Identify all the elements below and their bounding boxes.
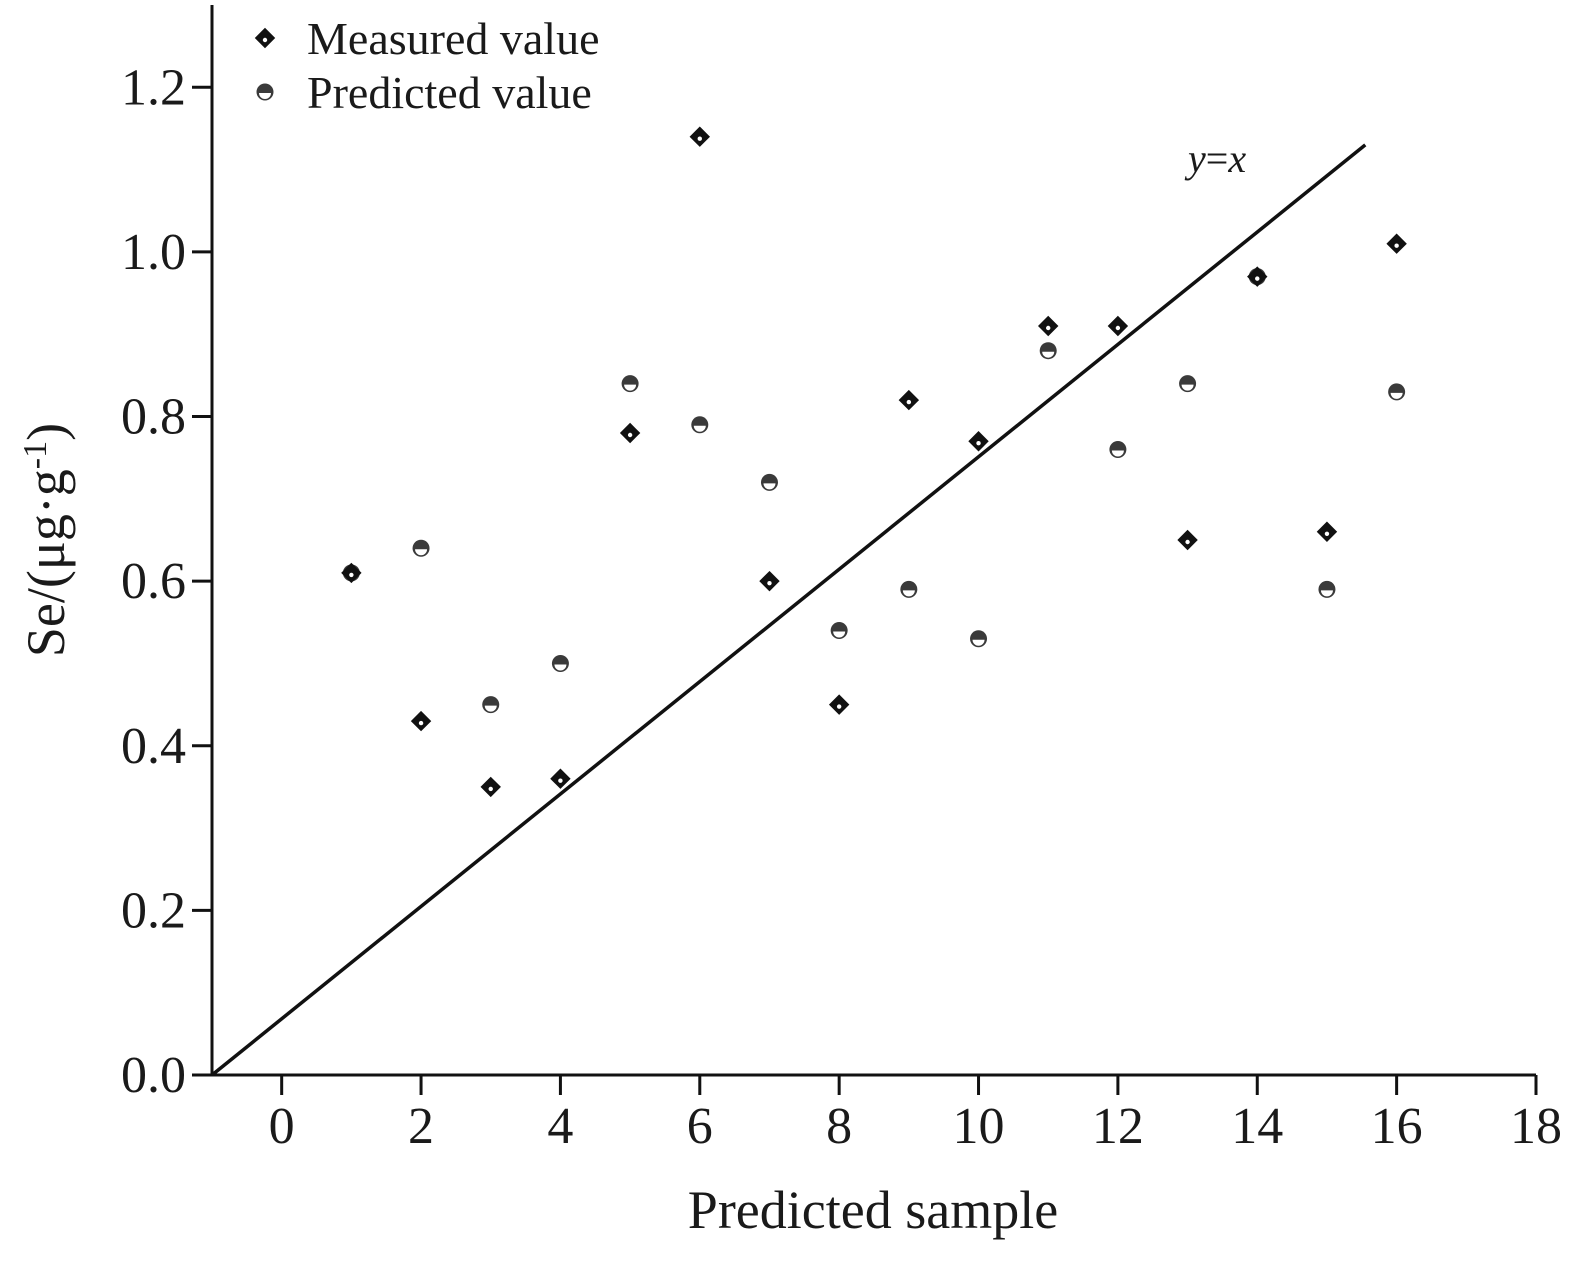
circle-highlight xyxy=(484,705,497,712)
predicted-point xyxy=(412,539,430,557)
y-axis-title-base: Se/(μg·g xyxy=(16,469,76,657)
diamond-highlight xyxy=(836,704,842,709)
diamond-highlight xyxy=(1185,539,1190,545)
predicted-point xyxy=(1388,383,1406,401)
x-tick-label: 0 xyxy=(269,1098,295,1155)
x-tick-label: 8 xyxy=(826,1098,852,1155)
measured-point xyxy=(828,694,850,715)
y-tick-label: 1.0 xyxy=(121,224,186,281)
measured-point xyxy=(1107,315,1129,337)
predicted-point xyxy=(482,696,500,714)
x-axis-title: Predicted sample xyxy=(688,1180,1058,1240)
y-axis-title-tail: ) xyxy=(16,423,76,441)
diamond-highlight xyxy=(1324,531,1330,536)
diamond-highlight xyxy=(976,441,981,446)
reference-line-label: y=x xyxy=(1184,136,1246,181)
legend-marker-measured xyxy=(254,27,276,49)
circle-highlight xyxy=(1042,351,1055,358)
circle-highlight xyxy=(1111,450,1124,457)
measured-point xyxy=(689,126,710,147)
y-tick-label: 0.6 xyxy=(121,553,186,610)
x-tick-label: 16 xyxy=(1371,1098,1423,1155)
diamond-highlight xyxy=(349,572,354,578)
label-x: x xyxy=(1227,136,1246,181)
measured-point xyxy=(968,431,989,452)
axes: 0 2 4 6 8 10 12 14 16 18 0.0 0.2 0.4 0.6 0.8 1.0 1.2 xyxy=(121,5,1562,1155)
y-tick-label: 0.4 xyxy=(121,718,186,775)
circle-highlight xyxy=(693,425,706,432)
legend-label-predicted: Predicted value xyxy=(307,67,592,118)
label-eq: = xyxy=(1206,136,1229,181)
diamond-highlight xyxy=(627,432,633,438)
diamond-highlight xyxy=(1046,325,1051,331)
predicted-point xyxy=(551,654,569,672)
data-points xyxy=(341,126,1407,798)
x-tick-label: 12 xyxy=(1092,1098,1144,1155)
diamond-highlight xyxy=(1255,276,1260,281)
label-y: y xyxy=(1184,136,1206,181)
measured-point xyxy=(410,710,432,732)
predicted-point xyxy=(621,375,639,393)
x-tick-label: 4 xyxy=(547,1098,573,1155)
y-tick-label: 1.2 xyxy=(121,59,186,116)
predicted-point xyxy=(970,630,988,648)
diamond-highlight xyxy=(767,580,772,586)
circle-highlight xyxy=(972,639,985,646)
predicted-point xyxy=(1039,342,1057,360)
predicted-point xyxy=(830,622,848,640)
diamond-highlight xyxy=(488,786,493,792)
diamond-highlight xyxy=(418,720,424,726)
predicted-point xyxy=(760,473,778,491)
measured-point xyxy=(759,570,780,592)
reference-line-group: y=x xyxy=(210,136,1367,1077)
measured-point xyxy=(1386,233,1407,254)
diamond-highlight xyxy=(1394,243,1399,248)
circle-highlight xyxy=(1181,384,1194,391)
measured-point xyxy=(619,422,641,444)
legend-marker-predicted xyxy=(256,83,274,101)
circle-highlight xyxy=(259,93,271,99)
y-tick-label: 0.8 xyxy=(121,389,186,446)
diamond-highlight xyxy=(558,778,563,783)
circle-highlight xyxy=(415,549,428,556)
diamond-highlight xyxy=(697,136,702,141)
x-tick-label: 2 xyxy=(408,1098,434,1155)
predicted-point xyxy=(1318,580,1336,598)
measured-point xyxy=(480,776,501,798)
x-tick-label: 14 xyxy=(1231,1098,1283,1155)
x-tick-label: 6 xyxy=(687,1098,713,1155)
circle-highlight xyxy=(833,631,846,638)
measured-point xyxy=(1038,315,1059,337)
x-tick-label: 18 xyxy=(1510,1098,1562,1155)
circle-highlight xyxy=(554,664,567,671)
predicted-point xyxy=(1109,440,1127,458)
measured-point xyxy=(550,768,571,789)
diamond-highlight xyxy=(1115,325,1121,331)
measured-point xyxy=(898,389,920,411)
circle-highlight xyxy=(624,384,637,391)
circle-highlight xyxy=(1390,392,1403,399)
legend-label-measured: Measured value xyxy=(307,13,600,64)
y-axis-title-superscript: -1 xyxy=(17,441,54,469)
y-axis-title: Se/(μg·g-1) xyxy=(16,423,76,657)
diamond-highlight xyxy=(906,399,912,405)
circle-highlight xyxy=(763,483,776,490)
y-tick-label: 0.0 xyxy=(121,1047,186,1104)
measured-point xyxy=(1177,529,1198,551)
y-tick-label: 0.2 xyxy=(121,882,186,939)
measured-point xyxy=(1316,521,1338,542)
predicted-point xyxy=(900,580,918,598)
predicted-point xyxy=(1179,375,1197,393)
circle-highlight xyxy=(1320,590,1333,597)
circle-highlight xyxy=(902,590,915,597)
x-tick-label: 10 xyxy=(953,1098,1005,1155)
reference-line xyxy=(210,143,1367,1077)
measured-point xyxy=(1247,266,1268,287)
predicted-point xyxy=(691,416,709,434)
measured-point xyxy=(341,562,362,584)
diamond-highlight xyxy=(262,37,268,43)
